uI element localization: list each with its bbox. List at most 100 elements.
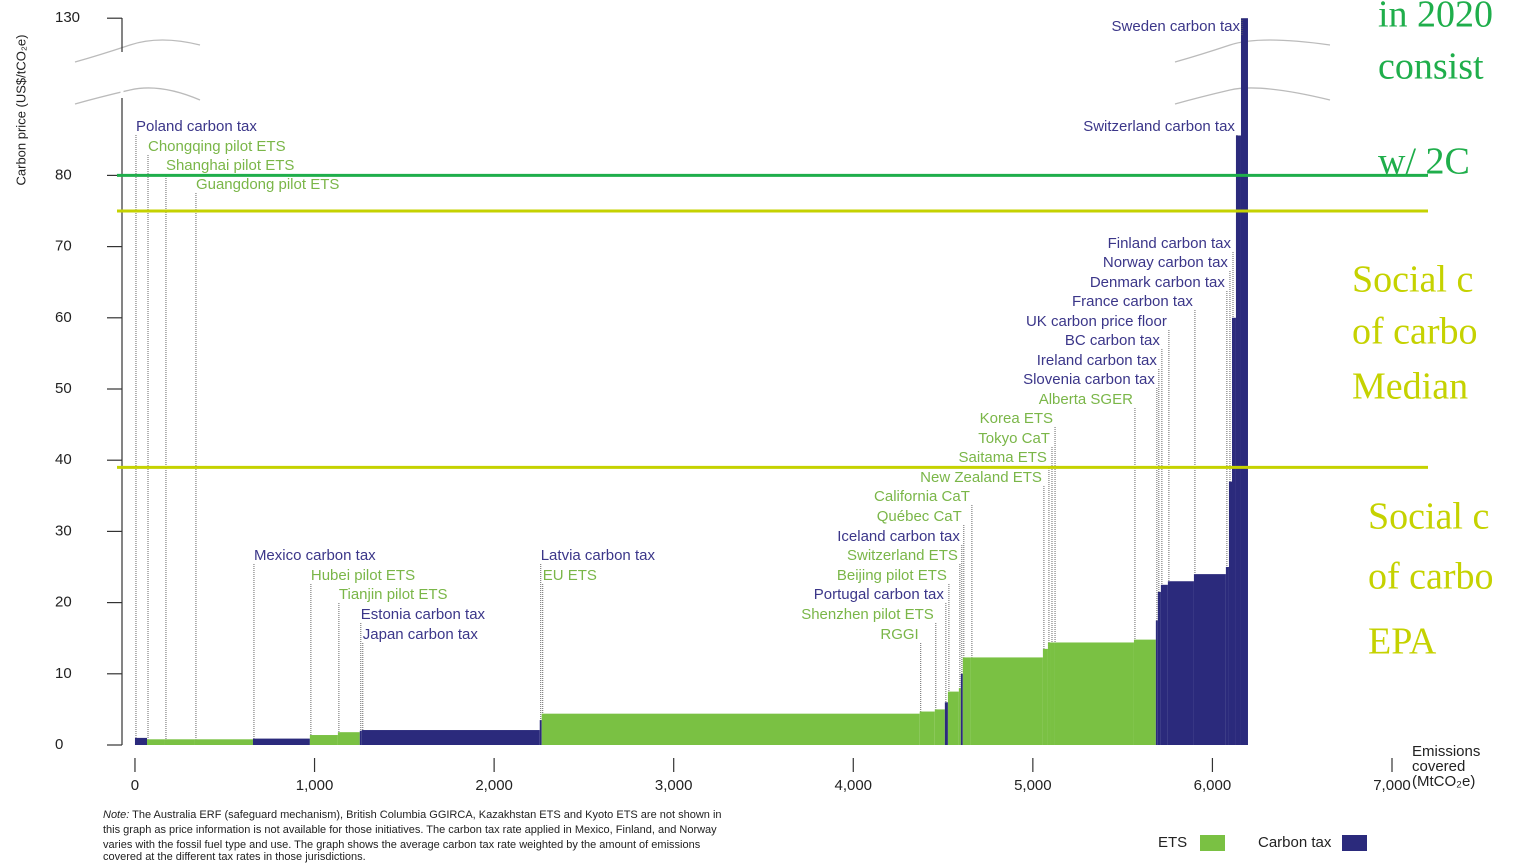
bar bbox=[1157, 591, 1161, 745]
note-text: this graph as price information is not a… bbox=[103, 824, 717, 836]
bar bbox=[958, 688, 961, 745]
bar-label: Beijing pilot ETS bbox=[837, 567, 947, 584]
bar-label: Tianjin pilot ETS bbox=[339, 586, 448, 603]
bar-label: Tokyo CaT bbox=[978, 430, 1050, 447]
legend-swatch bbox=[1342, 835, 1367, 851]
bar-label: Guangdong pilot ETS bbox=[196, 176, 339, 193]
bar-label: UK carbon price floor bbox=[1026, 313, 1167, 330]
x-tick-label: 4,000 bbox=[834, 777, 872, 794]
reference-label: Median bbox=[1352, 366, 1468, 408]
reference-label: w/ 2C bbox=[1378, 141, 1470, 183]
x-tick-label: 5,000 bbox=[1014, 777, 1052, 794]
bar bbox=[252, 738, 310, 745]
bar-label: Saitama ETS bbox=[959, 449, 1047, 466]
legend-label: ETS bbox=[1158, 834, 1187, 851]
reference-label: Social c bbox=[1368, 496, 1489, 538]
bar-label: Korea ETS bbox=[980, 410, 1053, 427]
note-text: covered at the different tax rates in th… bbox=[103, 851, 366, 863]
bar bbox=[337, 732, 360, 745]
bar-label: Finland carbon tax bbox=[1108, 235, 1232, 252]
bar-label: Latvia carbon tax bbox=[541, 547, 656, 564]
bar-label: Mexico carbon tax bbox=[254, 547, 376, 564]
bar bbox=[1240, 18, 1248, 745]
bar bbox=[134, 737, 148, 745]
legend-label: Carbon tax bbox=[1258, 834, 1332, 851]
note-text: The Australia ERF (safeguard mechanism),… bbox=[129, 809, 721, 821]
bar-label: Switzerland ETS bbox=[847, 547, 958, 564]
y-tick-label: 10 bbox=[55, 665, 72, 682]
bar bbox=[309, 735, 338, 745]
note: Note: The Australia ERF (safeguard mecha… bbox=[103, 809, 722, 821]
note-text: varies with the fossil fuel type and use… bbox=[103, 839, 701, 851]
bar-label: Shanghai pilot ETS bbox=[166, 157, 294, 174]
break-line bbox=[74, 39, 201, 63]
y-tick-label: 60 bbox=[55, 309, 72, 326]
bar bbox=[970, 657, 1043, 745]
x-tick-label: 3,000 bbox=[655, 777, 693, 794]
bar bbox=[361, 730, 540, 745]
bar bbox=[194, 739, 253, 745]
reference-label: EPA bbox=[1368, 621, 1437, 663]
bar bbox=[359, 730, 362, 745]
bar bbox=[1167, 581, 1194, 745]
reference-label: in 2020 bbox=[1378, 0, 1493, 36]
y-tick-label: 0 bbox=[55, 736, 63, 753]
bar-label: Slovenia carbon tax bbox=[1023, 371, 1155, 388]
x-tick-label: 0 bbox=[131, 777, 139, 794]
bar-label: BC carbon tax bbox=[1065, 332, 1161, 349]
bar bbox=[947, 691, 959, 745]
bar bbox=[541, 713, 920, 745]
bar-label: Alberta SGER bbox=[1039, 391, 1133, 408]
bar bbox=[1193, 574, 1226, 745]
bar bbox=[1231, 317, 1236, 745]
bar bbox=[1050, 642, 1055, 745]
y-tick-label: 80 bbox=[55, 166, 72, 183]
y-tick-label: 130 bbox=[55, 9, 80, 26]
bar bbox=[919, 711, 935, 745]
x-axis-label: Emissions bbox=[1412, 743, 1480, 760]
x-tick-label: 1,000 bbox=[296, 777, 334, 794]
bar-label: California CaT bbox=[874, 488, 970, 505]
bar-label: Switzerland carbon tax bbox=[1083, 118, 1235, 135]
bar-label: France carbon tax bbox=[1072, 293, 1193, 310]
x-axis-label: covered bbox=[1412, 758, 1465, 775]
y-tick-label: 50 bbox=[55, 380, 72, 397]
bar bbox=[960, 673, 963, 745]
break-line bbox=[1174, 39, 1331, 63]
x-axis-label: (MtCO₂e) bbox=[1412, 773, 1475, 790]
reference-label: of carbo bbox=[1352, 311, 1478, 353]
bar bbox=[1160, 584, 1168, 745]
bar-label: Denmark carbon tax bbox=[1090, 274, 1226, 291]
bar bbox=[1133, 639, 1156, 745]
bar bbox=[1225, 567, 1229, 745]
bar bbox=[1054, 642, 1134, 745]
bar-label: Chongqing pilot ETS bbox=[148, 138, 286, 155]
x-tick-label: 6,000 bbox=[1194, 777, 1232, 794]
bar-label: RGGI bbox=[880, 626, 918, 643]
y-tick-label: 20 bbox=[55, 594, 72, 611]
bar bbox=[539, 720, 542, 745]
bar-label: EU ETS bbox=[543, 567, 597, 584]
bar-label: Québec CaT bbox=[877, 508, 962, 525]
bar-label: Japan carbon tax bbox=[363, 626, 479, 643]
y-axis-label: Carbon price (US$/tCO₂e) bbox=[13, 35, 28, 186]
bar bbox=[1228, 481, 1232, 745]
y-tick-label: 40 bbox=[55, 451, 72, 468]
bar bbox=[1155, 620, 1158, 745]
x-tick-label: 7,000 bbox=[1373, 777, 1411, 794]
bar-label: Norway carbon tax bbox=[1103, 254, 1229, 271]
bar-label: Iceland carbon tax bbox=[837, 528, 960, 545]
bar-label: Ireland carbon tax bbox=[1037, 352, 1158, 369]
bar-label: Poland carbon tax bbox=[136, 118, 257, 135]
legend-swatch bbox=[1200, 835, 1225, 851]
bar bbox=[934, 709, 945, 745]
bar-label: Hubei pilot ETS bbox=[311, 567, 415, 584]
bar-label: Shenzhen pilot ETS bbox=[801, 606, 934, 623]
note-label: Note: bbox=[103, 809, 129, 821]
reference-label: Social c bbox=[1352, 259, 1473, 301]
bar-label: Portugal carbon tax bbox=[814, 586, 945, 603]
bar bbox=[164, 739, 195, 745]
reference-label: of carbo bbox=[1368, 556, 1494, 598]
bar-label: New Zealand ETS bbox=[920, 469, 1042, 486]
